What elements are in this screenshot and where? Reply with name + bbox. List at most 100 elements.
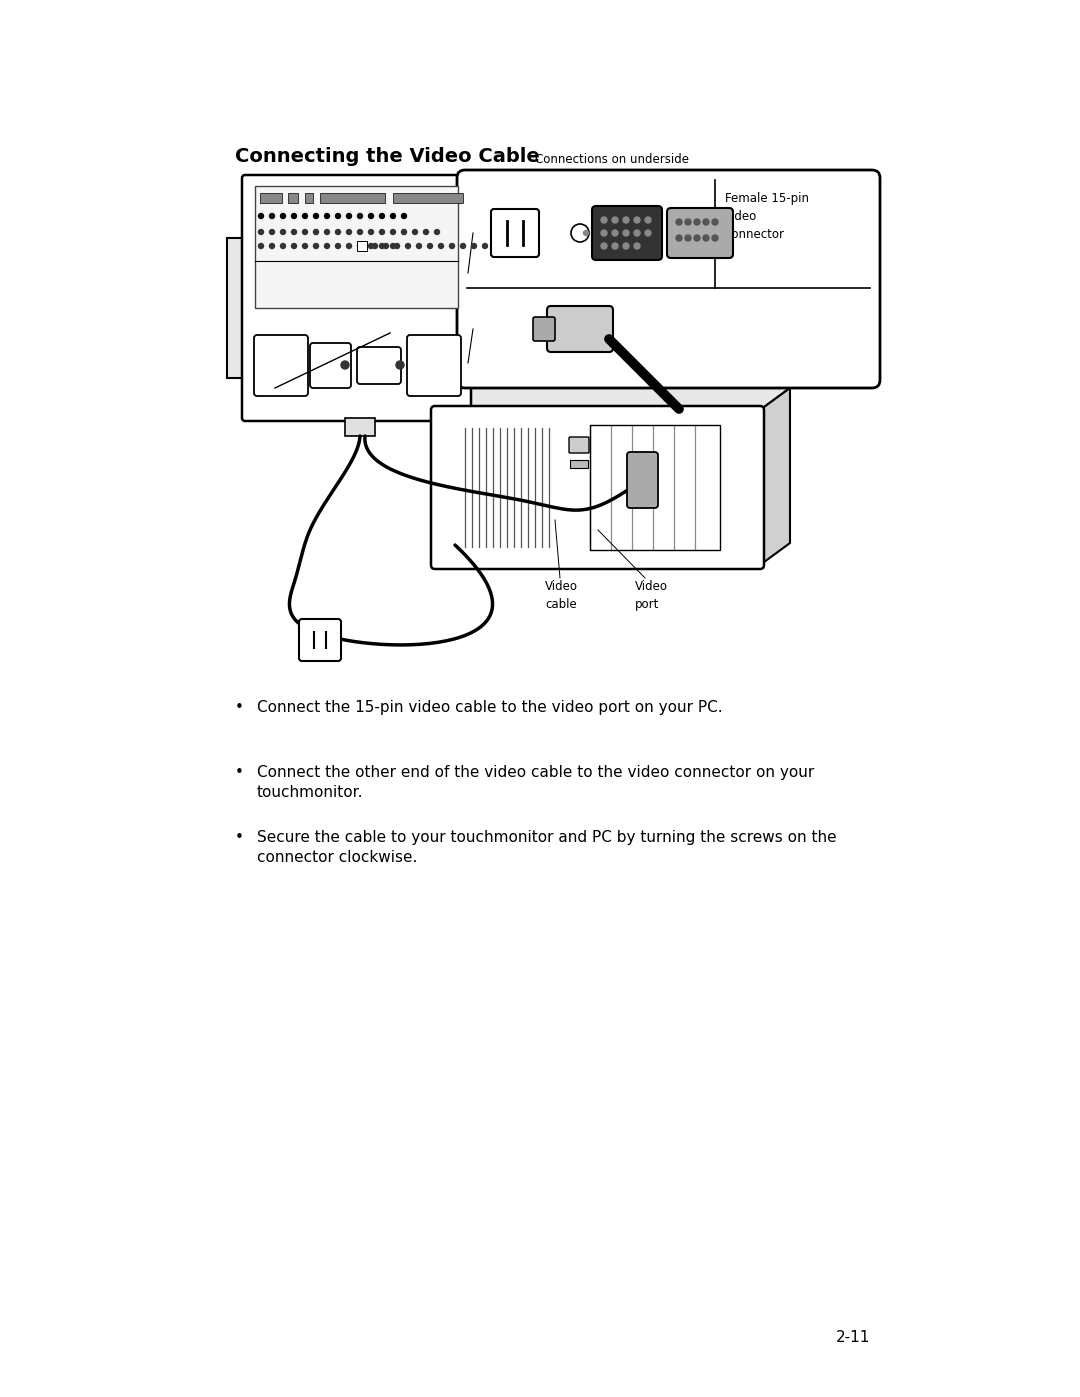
Circle shape <box>281 229 285 235</box>
Circle shape <box>600 217 607 224</box>
Bar <box>305 193 313 203</box>
Circle shape <box>324 229 329 235</box>
Circle shape <box>483 243 487 249</box>
Polygon shape <box>435 388 789 409</box>
Text: Video
cable: Video cable <box>545 580 578 610</box>
Circle shape <box>281 243 285 249</box>
Circle shape <box>571 224 589 242</box>
FancyBboxPatch shape <box>299 619 341 661</box>
Circle shape <box>645 217 651 224</box>
FancyBboxPatch shape <box>310 344 351 388</box>
Text: •: • <box>235 766 244 780</box>
FancyBboxPatch shape <box>431 407 764 569</box>
Circle shape <box>383 243 389 249</box>
Circle shape <box>379 214 384 218</box>
Text: Female 15-pin
video
connector: Female 15-pin video connector <box>725 191 809 242</box>
FancyBboxPatch shape <box>457 170 880 388</box>
Circle shape <box>302 214 308 218</box>
Circle shape <box>623 231 629 236</box>
Circle shape <box>258 214 264 218</box>
Circle shape <box>324 243 329 249</box>
Text: Connect the other end of the video cable to the video connector on your
touchmon: Connect the other end of the video cable… <box>257 766 814 800</box>
Text: Connections on underside: Connections on underside <box>535 154 689 166</box>
Circle shape <box>645 231 651 236</box>
Circle shape <box>402 229 406 235</box>
Circle shape <box>460 243 465 249</box>
Circle shape <box>281 214 285 218</box>
Circle shape <box>391 214 395 218</box>
Circle shape <box>368 243 374 249</box>
Circle shape <box>341 360 349 369</box>
Bar <box>570 460 588 468</box>
Circle shape <box>292 243 297 249</box>
Circle shape <box>336 229 340 235</box>
Circle shape <box>368 229 374 235</box>
Circle shape <box>472 243 476 249</box>
FancyBboxPatch shape <box>627 453 658 509</box>
Circle shape <box>712 219 718 225</box>
FancyBboxPatch shape <box>546 306 613 352</box>
Text: •: • <box>235 830 244 845</box>
Circle shape <box>712 235 718 242</box>
FancyBboxPatch shape <box>491 210 539 257</box>
Circle shape <box>402 214 406 218</box>
Circle shape <box>396 360 404 369</box>
Circle shape <box>302 229 308 235</box>
Text: Connecting the Video Cable: Connecting the Video Cable <box>235 147 540 166</box>
Circle shape <box>270 229 274 235</box>
Bar <box>590 425 720 550</box>
Circle shape <box>347 214 351 218</box>
Circle shape <box>612 217 618 224</box>
Bar <box>345 418 375 436</box>
FancyBboxPatch shape <box>254 335 308 395</box>
Circle shape <box>270 243 274 249</box>
Text: •: • <box>235 700 244 715</box>
Circle shape <box>336 243 340 249</box>
Circle shape <box>694 235 700 242</box>
Circle shape <box>612 231 618 236</box>
Circle shape <box>270 214 274 218</box>
Circle shape <box>600 231 607 236</box>
Circle shape <box>623 217 629 224</box>
Circle shape <box>428 243 432 249</box>
Bar <box>255 186 458 307</box>
Circle shape <box>449 243 455 249</box>
Circle shape <box>302 243 308 249</box>
Circle shape <box>634 217 640 224</box>
Bar <box>260 193 282 203</box>
Circle shape <box>258 243 264 249</box>
Circle shape <box>405 243 410 249</box>
FancyBboxPatch shape <box>667 208 733 258</box>
Circle shape <box>357 214 363 218</box>
Circle shape <box>676 219 681 225</box>
Circle shape <box>685 235 691 242</box>
Bar <box>357 242 367 251</box>
Circle shape <box>703 219 708 225</box>
Circle shape <box>336 214 340 218</box>
FancyBboxPatch shape <box>407 335 461 395</box>
Polygon shape <box>760 388 789 564</box>
Circle shape <box>313 214 319 218</box>
Circle shape <box>583 231 589 236</box>
Circle shape <box>600 243 607 249</box>
Circle shape <box>417 243 421 249</box>
Circle shape <box>623 243 629 249</box>
Bar <box>464 237 486 379</box>
Circle shape <box>258 229 264 235</box>
Circle shape <box>494 243 499 249</box>
Text: Connect the 15-pin video cable to the video port on your PC.: Connect the 15-pin video cable to the vi… <box>257 700 723 715</box>
Circle shape <box>394 243 400 249</box>
Circle shape <box>703 235 708 242</box>
Circle shape <box>438 243 444 249</box>
Circle shape <box>379 243 384 249</box>
Circle shape <box>634 243 640 249</box>
FancyBboxPatch shape <box>592 205 662 260</box>
Bar <box>288 193 298 203</box>
Circle shape <box>347 243 351 249</box>
Circle shape <box>347 229 351 235</box>
FancyBboxPatch shape <box>242 175 471 420</box>
Circle shape <box>676 235 681 242</box>
FancyBboxPatch shape <box>569 437 589 453</box>
Circle shape <box>685 219 691 225</box>
Bar <box>227 237 249 379</box>
